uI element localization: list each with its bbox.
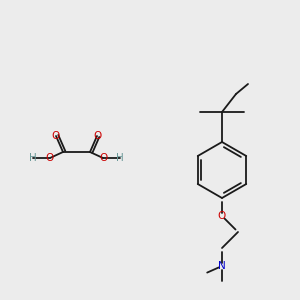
Text: O: O [46,153,54,163]
Text: O: O [218,211,226,221]
Text: H: H [29,153,37,163]
Text: O: O [52,131,60,141]
Text: O: O [93,131,101,141]
Text: O: O [99,153,107,163]
Text: H: H [116,153,124,163]
Text: N: N [218,261,226,271]
